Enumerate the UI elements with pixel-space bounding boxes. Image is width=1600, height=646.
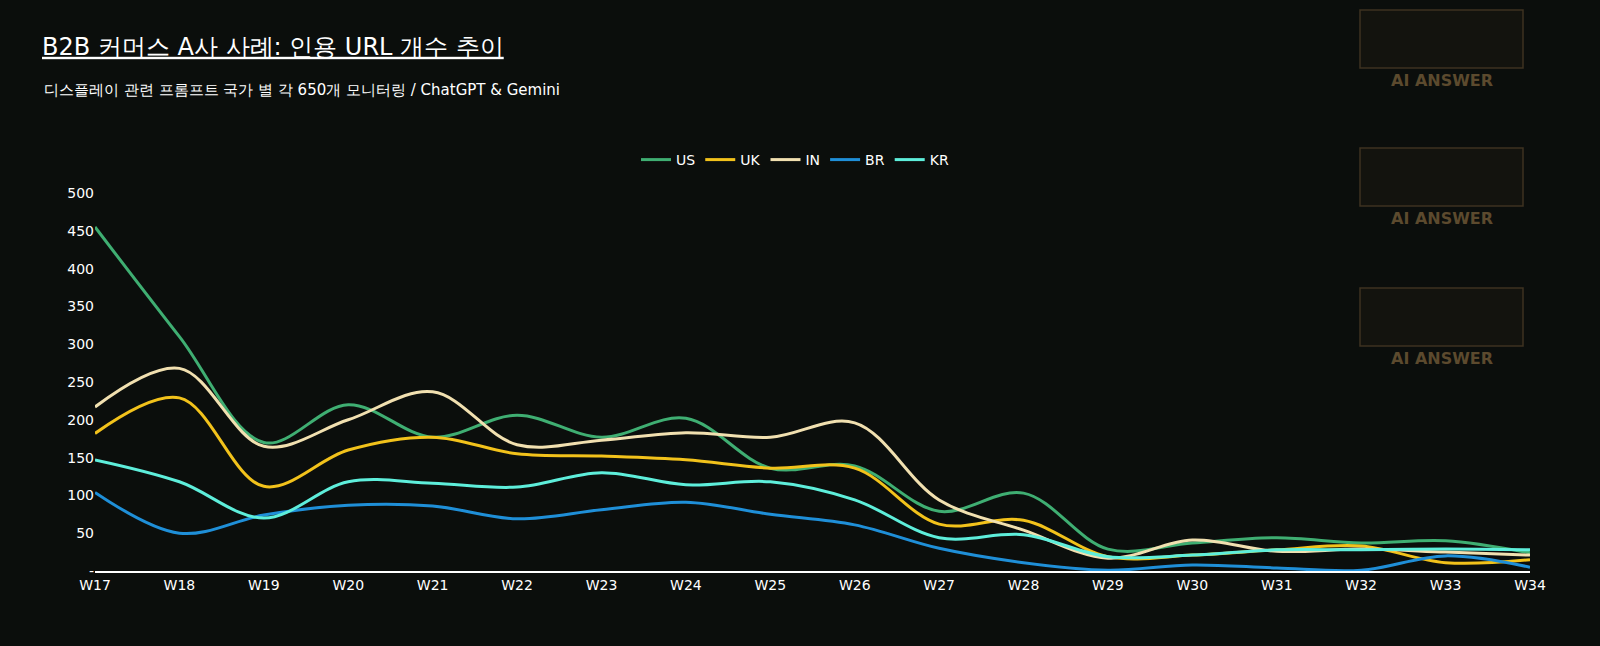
svg-text:450: 450 — [67, 223, 94, 239]
svg-text:W24: W24 — [670, 577, 702, 593]
svg-text:W28: W28 — [1008, 577, 1040, 593]
svg-text:IN: IN — [805, 152, 820, 168]
svg-text:W17: W17 — [79, 577, 111, 593]
svg-text:350: 350 — [67, 298, 94, 314]
svg-text:400: 400 — [67, 261, 94, 277]
svg-text:-: - — [89, 563, 94, 579]
svg-text:200: 200 — [67, 412, 94, 428]
svg-text:W34: W34 — [1514, 577, 1546, 593]
svg-text:50: 50 — [76, 525, 94, 541]
svg-text:UK: UK — [740, 152, 760, 168]
svg-text:W30: W30 — [1177, 577, 1209, 593]
svg-text:250: 250 — [67, 374, 94, 390]
svg-text:B2B 커머스 A사 사례: 인용 URL 개수 추이: B2B 커머스 A사 사례: 인용 URL 개수 추이 — [42, 33, 504, 61]
svg-text:KR: KR — [930, 152, 949, 168]
svg-text:US: US — [676, 152, 695, 168]
svg-text:300: 300 — [67, 336, 94, 352]
svg-text:W27: W27 — [923, 577, 955, 593]
svg-text:W29: W29 — [1092, 577, 1124, 593]
svg-text:500: 500 — [67, 185, 94, 201]
svg-text:100: 100 — [67, 487, 94, 503]
svg-text:W21: W21 — [417, 577, 449, 593]
svg-text:150: 150 — [67, 450, 94, 466]
svg-text:W20: W20 — [332, 577, 364, 593]
svg-text:AI ANSWER: AI ANSWER — [1391, 349, 1493, 368]
svg-text:AI ANSWER: AI ANSWER — [1391, 209, 1493, 228]
svg-text:W22: W22 — [501, 577, 533, 593]
svg-text:AI ANSWER: AI ANSWER — [1391, 71, 1493, 90]
svg-text:W25: W25 — [754, 577, 786, 593]
svg-text:W18: W18 — [164, 577, 196, 593]
svg-text:W33: W33 — [1430, 577, 1462, 593]
svg-text:W19: W19 — [248, 577, 280, 593]
svg-text:BR: BR — [865, 152, 885, 168]
svg-text:디스플레이 관련 프롬프트 국가 별 각 650개 모니터링: 디스플레이 관련 프롬프트 국가 별 각 650개 모니터링 / ChatGPT… — [44, 81, 560, 99]
svg-text:W32: W32 — [1345, 577, 1377, 593]
svg-text:W31: W31 — [1261, 577, 1293, 593]
svg-text:W26: W26 — [839, 577, 871, 593]
svg-text:W23: W23 — [586, 577, 618, 593]
